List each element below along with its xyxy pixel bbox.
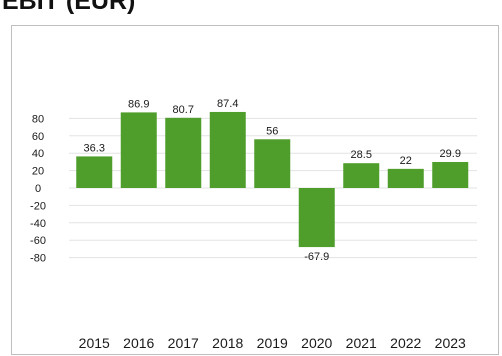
data-label: 56 [266,125,278,137]
y-tick-label: -80 [30,253,46,265]
bar-2019[interactable] [254,139,291,188]
data-label: 22 [400,155,412,167]
data-label: 86.9 [128,98,149,110]
bar-2016[interactable] [120,112,157,188]
data-label: 29.9 [440,148,461,160]
data-label: 87.4 [217,98,238,110]
x-tick-label: 2023 [435,335,466,351]
data-label: -67.9 [304,251,329,263]
x-tick-label: 2016 [123,335,154,351]
page-title: EBIT (EUR) [2,0,136,15]
y-tick-label: 0 [35,183,41,195]
x-tick-label: 2018 [212,335,243,351]
x-tick-label: 2022 [390,335,421,351]
chart-frame: 80 60 40 20 0 -20 -40 -60 -80 36.3 2015 86.9 2016 80.… [11,25,499,355]
y-tick-label: -60 [30,235,46,247]
y-tick-label: -40 [30,218,46,230]
data-label: 36.3 [84,142,105,154]
bar-2017[interactable] [165,117,202,188]
data-label: 80.7 [173,104,194,116]
y-tick-label: 40 [32,148,44,160]
bar-2020[interactable] [298,188,335,248]
x-tick-label: 2015 [79,335,110,351]
bar-2021[interactable] [343,163,380,188]
bar-2015[interactable] [76,156,113,188]
bar-2018[interactable] [209,111,246,188]
x-tick-label: 2020 [301,335,332,351]
x-tick-label: 2021 [346,335,377,351]
x-tick-label: 2017 [168,335,199,351]
bar-2023[interactable] [432,161,469,188]
data-label: 28.5 [351,149,372,161]
ebit-bar-chart: 80 60 40 20 0 -20 -40 -60 -80 36.3 2015 86.9 2016 80.… [30,98,477,351]
y-tick-label: 60 [32,131,44,143]
y-tick-label: 20 [32,166,44,178]
y-tick-label: 80 [32,113,44,125]
bar-2022[interactable] [387,168,424,188]
x-tick-label: 2019 [257,335,288,351]
y-tick-label: -20 [30,200,46,212]
